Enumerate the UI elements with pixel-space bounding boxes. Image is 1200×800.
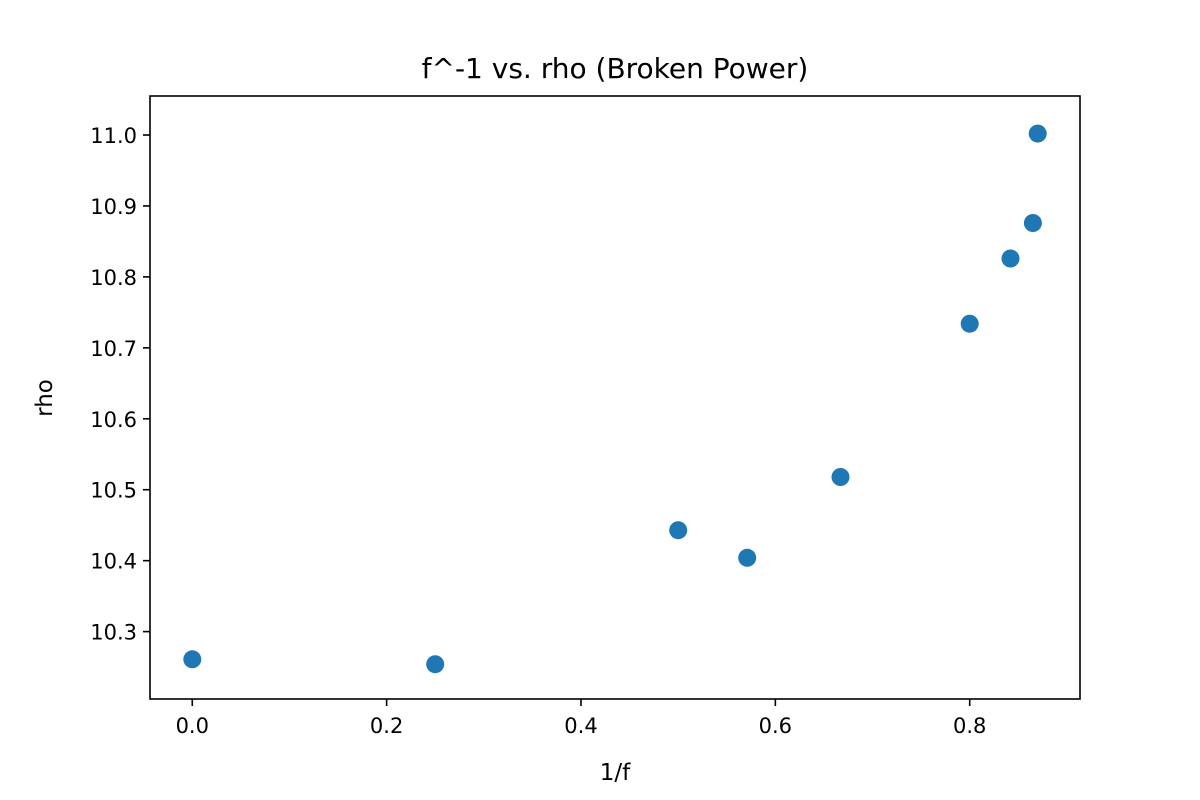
data-point-2 [426,655,445,674]
y-tick-label: 10.4 [90,550,137,574]
x-tick-label: 0.6 [759,714,792,738]
x-tick-label: 0.8 [953,714,986,738]
x-axis-label: 1/f [600,760,631,786]
data-point-1 [183,650,202,669]
x-tick-label: 0.2 [370,714,403,738]
x-tick-label: 0.4 [564,714,597,738]
y-tick-label: 10.5 [90,479,137,503]
y-axis-ticks: 10.3 10.4 10.5 10.6 10.7 10.8 10.9 11.0 [90,124,150,645]
data-point-3 [669,521,688,540]
y-tick-label: 11.0 [90,124,137,148]
y-tick-label: 10.7 [90,337,137,361]
data-points [183,124,1047,674]
y-tick-label: 10.3 [90,621,137,645]
data-point-4 [738,548,757,567]
y-axis-label: rho [32,379,58,417]
x-axis-ticks: 0.0 0.2 0.4 0.6 0.8 [176,699,986,738]
data-point-6 [960,314,979,333]
data-point-5 [831,468,850,486]
data-point-9 [1028,124,1047,143]
data-point-7 [1001,249,1020,268]
y-tick-label: 10.8 [90,266,137,290]
chart-title: f^-1 vs. rho (Broken Power) [422,52,809,85]
data-point-8 [1023,214,1042,232]
y-tick-label: 10.6 [90,408,137,432]
x-tick-label: 0.0 [176,714,209,738]
plot-area-frame [149,95,1081,700]
y-tick-label: 10.9 [90,195,137,219]
